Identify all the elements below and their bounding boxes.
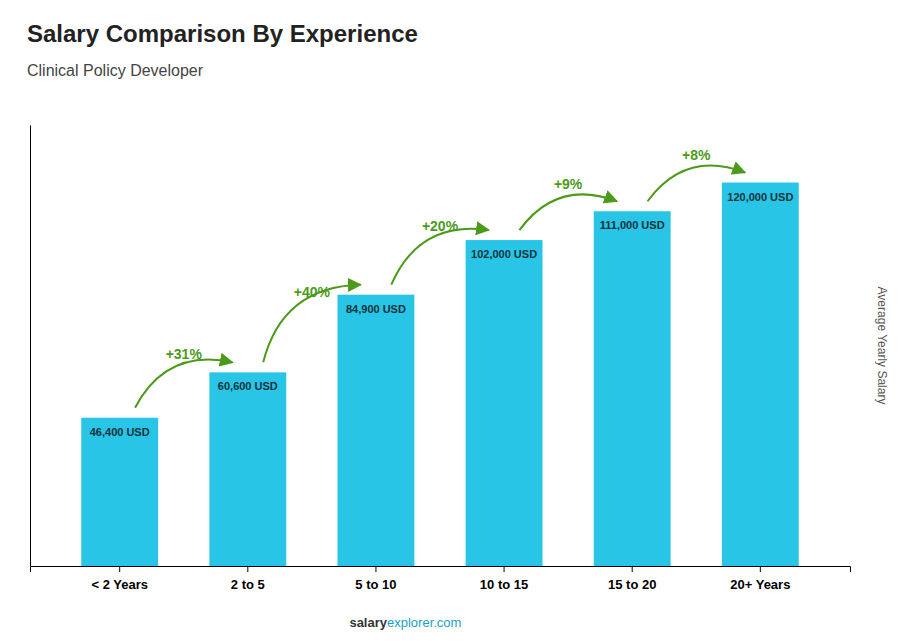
x-tick-mark	[375, 566, 376, 572]
subtitle: Clinical Policy Developer	[27, 62, 204, 79]
arrow	[519, 194, 616, 230]
bar	[338, 295, 415, 566]
x-tick: 15 to 20	[608, 566, 656, 592]
bar	[209, 372, 286, 566]
x-tick-label: 2 to 5	[231, 577, 265, 592]
x-tick-mark	[247, 566, 248, 572]
plot: < 2 Years 2 to 5 5 to 10 10 to 15 15 to 20 20…	[31, 126, 851, 593]
annotations: +31% +40% +20% +9% +8%	[135, 147, 745, 407]
footer: salary	[349, 615, 387, 630]
bar	[722, 183, 799, 566]
annotation: +8%	[682, 147, 711, 163]
x-tick: 20+ Years	[730, 566, 790, 592]
x-tick-label: 15 to 20	[608, 577, 656, 592]
annotation: +40%	[294, 284, 331, 300]
x-tick-mark	[119, 566, 120, 572]
data-label: 120,000 USD	[727, 191, 793, 203]
x-tick-mark	[632, 566, 633, 572]
bar	[594, 211, 671, 566]
y-axis-line	[30, 126, 31, 567]
data-label: 111,000 USD	[600, 219, 665, 231]
arrow	[135, 360, 232, 408]
y-axis	[30, 126, 31, 567]
x-tick: 2 to 5	[231, 566, 265, 592]
bars	[81, 183, 799, 566]
x-tick: 5 to 10	[355, 566, 396, 592]
data-label: 46,400 USD	[90, 426, 150, 438]
footer: explorer.com	[387, 615, 461, 630]
arrow	[648, 166, 745, 202]
x-tick-mark	[760, 566, 761, 572]
x-tick-mark	[504, 566, 505, 572]
title: Salary Comparison By Experience	[27, 20, 418, 47]
annotation: +31%	[166, 346, 203, 362]
data-label: 60,600 USD	[218, 380, 278, 392]
arrow	[263, 285, 360, 363]
arrow	[391, 229, 488, 285]
x-tick: 10 to 15	[480, 566, 528, 592]
data-label: 102,000 USD	[471, 248, 537, 260]
x-tick-label: 10 to 15	[480, 577, 528, 592]
annotation: +9%	[554, 176, 583, 192]
bar	[466, 240, 543, 566]
data-label: 84,900 USD	[346, 303, 406, 315]
y-axis-title: Average Yearly Salary	[875, 287, 889, 405]
x-tick: < 2 Years	[91, 566, 148, 592]
x-tick-label: 20+ Years	[730, 577, 790, 592]
x-tick-label: < 2 Years	[91, 577, 148, 592]
x-tick-label: 5 to 10	[355, 577, 396, 592]
data-labels: 46,400 USD 60,600 USD 84,900 USD 102,000 US…	[90, 191, 794, 438]
x-axis-line	[31, 567, 851, 573]
x-axis: < 2 Years 2 to 5 5 to 10 10 to 15 15 to 20 20…	[31, 566, 851, 592]
annotation: +20%	[422, 218, 459, 234]
chart-root: Salary Comparison By Experience Clinical …	[0, 0, 900, 641]
bar	[81, 418, 158, 566]
